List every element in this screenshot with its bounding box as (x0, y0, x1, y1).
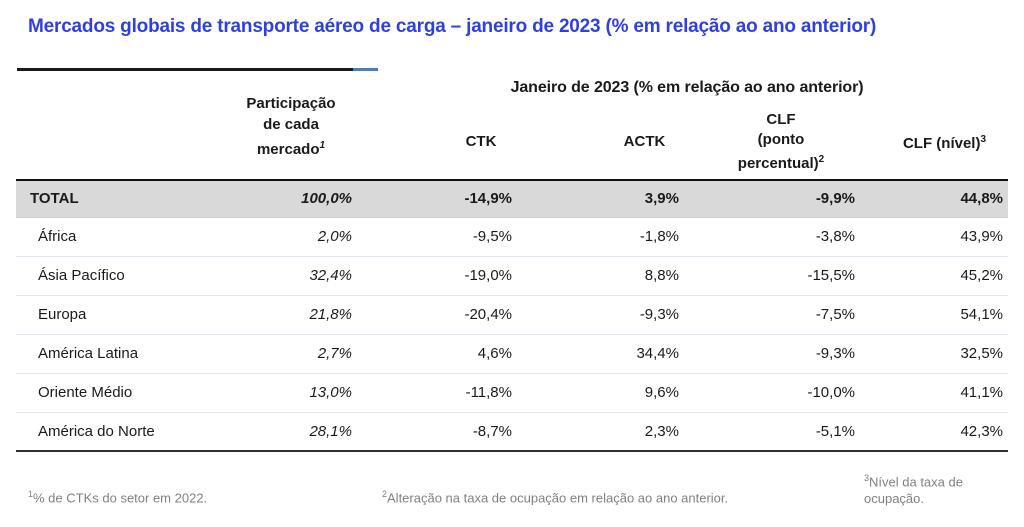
clf-pp-value: -7,5% (815, 306, 855, 323)
clf-pp-value: -10,0% (807, 384, 855, 401)
table-row-oriente-medio: Oriente Médio 13,0% -11,8% 9,6% -10,0% 4… (16, 373, 1009, 412)
clf-level-value: 41,1% (960, 384, 1004, 401)
share-header-line2: de cada (263, 116, 319, 133)
page-title: Mercados globais de transporte aéreo de … (28, 16, 877, 37)
market-name: América do Norte (38, 422, 155, 440)
ctk-value: -19,0% (464, 267, 512, 284)
ctk-value: -8,7% (472, 422, 512, 440)
market-name: América Latina (38, 345, 139, 362)
ctk-value: -20,4% (464, 306, 512, 323)
footnote-ref-1: 1 (319, 140, 326, 151)
clf-pp-value: -15,5% (807, 267, 855, 284)
actk-value: 34,4% (636, 345, 679, 362)
clf-pp-value: -9,9% (815, 190, 855, 208)
share-value: 100,0% (301, 190, 352, 208)
clf-level-value: 44,8% (960, 190, 1004, 208)
column-header-row: CTK ACTK CLF (ponto percentual)2 CLF (ní… (16, 104, 1008, 180)
market-name: Ásia Pacífico (38, 267, 125, 284)
share-value: 2,0% (317, 228, 352, 245)
actk-value: 2,3% (644, 422, 679, 440)
underline-blue-segment (353, 68, 378, 71)
clf-level-value: 42,3% (960, 422, 1004, 440)
column-header-market-share: Participação de cada mercado1 (216, 74, 366, 180)
group-header-janeiro-2023: Janeiro de 2023 (% em relação ao ano ant… (510, 79, 864, 96)
clf-pp-value: -9,3% (815, 345, 855, 362)
clf-level-value: 54,1% (960, 306, 1004, 323)
table-row-africa: África 2,0% -9,5% -1,8% -3,8% 43,9% (16, 217, 1009, 256)
share-value: 13,0% (309, 384, 352, 401)
footnote-2: 2Alteração na taxa de ocupação em relaçã… (382, 489, 729, 506)
market-name: TOTAL (30, 190, 79, 208)
footnote-1: 1% de CTKs do setor em 2022. (28, 489, 208, 506)
clf-level-value: 45,2% (960, 267, 1004, 284)
air-cargo-market-table: Participação de cada mercado1 Janeiro de… (16, 74, 1009, 452)
table-row-europa: Europa 21,8% -20,4% -9,3% -7,5% 54,1% (16, 295, 1009, 334)
table-body: TOTAL 100,0% -14,9% 3,9% -9,9% 44,8% Áfr… (16, 180, 1009, 451)
clf-pp-value: -3,8% (815, 228, 855, 245)
share-header-line1: Participação (246, 95, 336, 112)
column-header-clf-ponto-percentual: CLF (ponto percentual)2 (737, 110, 825, 172)
footnote-ref-3: 3 (980, 133, 987, 145)
ctk-value: -14,9% (464, 190, 512, 208)
table-header: Participação de cada mercado1 Janeiro de… (16, 74, 1009, 180)
footnote-ref-2: 2 (818, 153, 825, 165)
column-header-clf-nivel: CLF (nível)3 (902, 133, 987, 152)
share-header-line3: mercado1 (256, 140, 326, 158)
ctk-value: 4,6% (477, 345, 512, 362)
footnote-3: 3Nível da taxa de ocupação. (864, 473, 963, 507)
clf-pp-value: -5,1% (815, 422, 855, 440)
table-row-america-do-norte: América do Norte 28,1% -8,7% 2,3% -5,1% … (16, 412, 1009, 451)
ctk-value: -9,5% (472, 228, 512, 245)
clf-level-value: 43,9% (960, 228, 1004, 245)
blank-header-cell (16, 74, 216, 180)
table-row-total: TOTAL 100,0% -14,9% 3,9% -9,9% 44,8% (16, 180, 1009, 217)
actk-value: -1,8% (639, 228, 679, 245)
share-value: 21,8% (309, 306, 352, 323)
group-header-row: Participação de cada mercado1 Janeiro de… (16, 74, 1008, 158)
actk-value: 8,8% (644, 267, 679, 284)
actk-value: 9,6% (644, 384, 679, 401)
actk-value: 3,9% (644, 190, 679, 208)
share-value: 2,7% (317, 345, 352, 362)
title-underline (17, 68, 378, 71)
table-row-america-latina: América Latina 2,7% 4,6% 34,4% -9,3% 32,… (16, 334, 1009, 373)
market-name: Oriente Médio (38, 384, 133, 401)
share-value: 28,1% (309, 422, 352, 440)
market-name: África (38, 228, 77, 245)
column-header-actk: ACTK (623, 132, 666, 150)
clf-level-value: 32,5% (960, 345, 1004, 362)
ctk-value: -11,8% (465, 384, 512, 401)
table-row-asia-pacifico: Ásia Pacífico 32,4% -19,0% 8,8% -15,5% 4… (16, 256, 1009, 295)
underline-black-segment (17, 68, 353, 71)
share-value: 32,4% (309, 267, 352, 284)
market-name: Europa (38, 306, 87, 323)
actk-value: -9,3% (639, 306, 679, 323)
column-header-ctk: CTK (465, 132, 497, 150)
